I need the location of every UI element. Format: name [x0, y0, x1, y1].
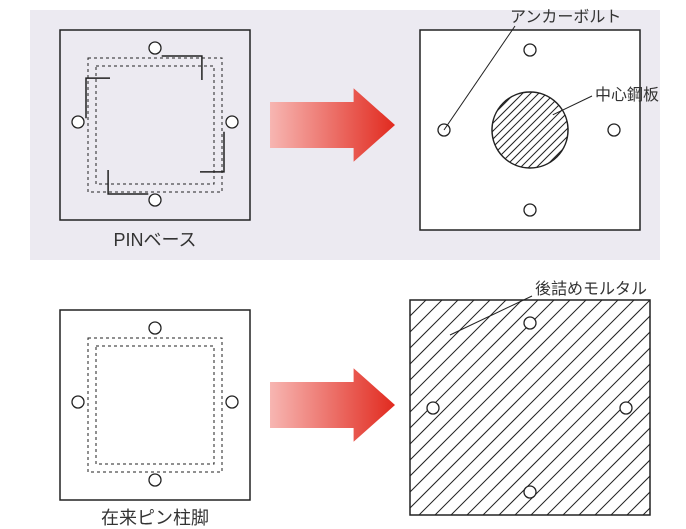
- p2-arrow: [270, 368, 395, 442]
- p2-label: 後詰めモルタル: [535, 280, 647, 298]
- p1-label-bolt: アンカーボルト: [510, 8, 621, 26]
- p1-label-center: 中心鋼板: [595, 86, 659, 104]
- p2-right-plate: [195, 296, 686, 515]
- p2-left-caption: 在来ピン柱脚: [101, 508, 209, 528]
- p1-right-plate: [416, 26, 644, 230]
- p2-left-plate: [60, 310, 250, 500]
- p1-left-caption: PINベース: [113, 230, 196, 250]
